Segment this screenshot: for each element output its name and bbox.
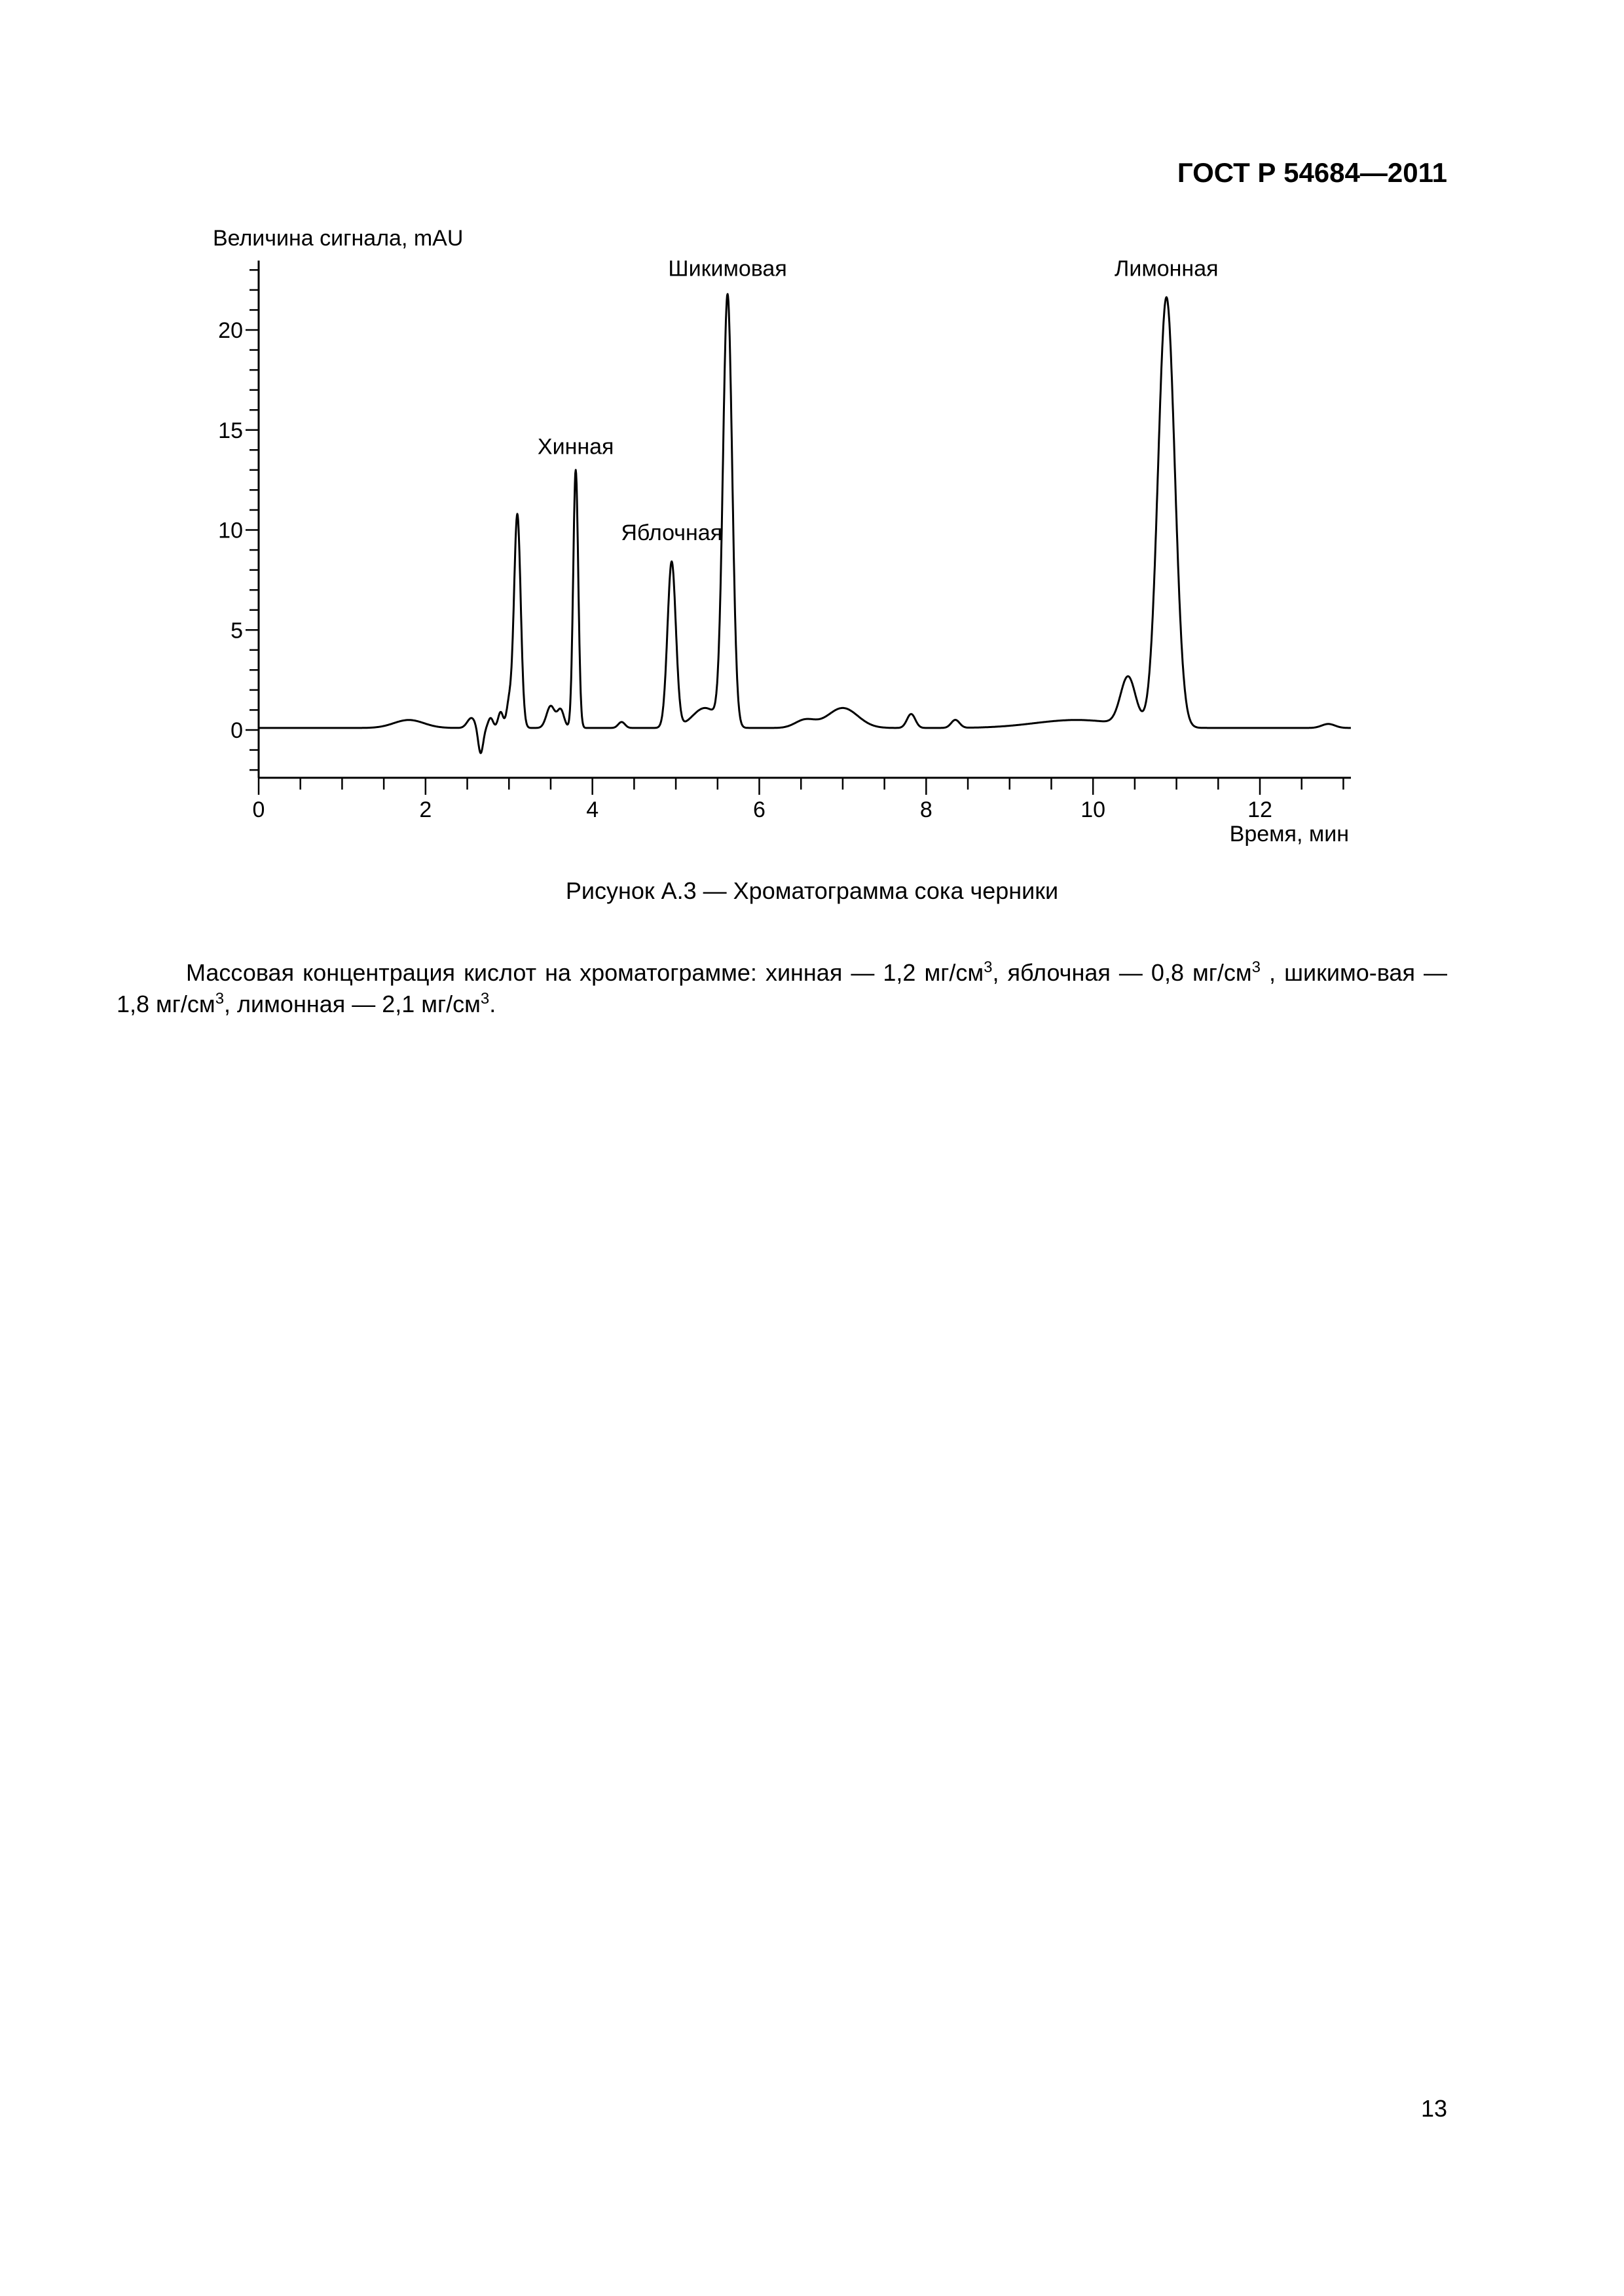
peak-label: Яблочная [621, 520, 722, 545]
standard-code: ГОСТ Р 54684—2011 [1177, 157, 1447, 188]
figure-caption: Рисунок А.3 — Хроматограмма сока черники [565, 877, 1059, 904]
peak-annotations: Хинная Яблочная Шикимовая Лимонная [538, 257, 1219, 545]
x-tick-label: 0 [253, 797, 265, 822]
peak-label: Шикимовая [668, 257, 786, 282]
para-text-4: , лимонная — 2,1 мг/см [224, 991, 481, 1017]
axis-ticks [246, 269, 1344, 795]
chromatogram-figure: Величина сигнала, mAU Время, мин 0 5 10 15 2… [170, 216, 1388, 871]
x-axis-label: Время, мин [1230, 822, 1349, 847]
para-text-2: , яблочная — 0,8 мг/см [992, 959, 1252, 986]
x-tick-label: 6 [753, 797, 766, 822]
chromatogram-trace [258, 293, 1352, 754]
chromatogram-chart: Величина сигнала, mAU Время, мин 0 5 10 15 2… [213, 226, 1352, 847]
para-text-1: Массовая концентрация кислот на хроматог… [186, 959, 984, 986]
chart-axes [257, 261, 1351, 779]
peak-label: Лимонная [1115, 257, 1218, 282]
body-paragraph: Массовая концентрация кислот на хроматог… [117, 957, 1447, 1020]
exponent: 3 [215, 990, 225, 1008]
x-tick-label: 8 [920, 797, 932, 822]
y-tick-label: 5 [231, 618, 243, 643]
x-tick-label: 10 [1080, 797, 1105, 822]
para-text-5: . [489, 991, 496, 1017]
axis-tick-labels: 0 5 10 15 20 0 2 4 6 8 10 12 [218, 318, 1272, 822]
y-tick-label: 15 [218, 418, 243, 443]
exponent: 3 [984, 958, 993, 976]
x-tick-label: 12 [1247, 797, 1272, 822]
page-number: 13 [1420, 2095, 1447, 2122]
para-text-3: , шикимо-вая — 1,8 мг/см [117, 959, 1447, 1017]
x-tick-label: 4 [586, 797, 599, 822]
y-tick-label: 20 [218, 318, 243, 343]
y-tick-label: 0 [231, 718, 243, 743]
y-tick-label: 10 [218, 519, 243, 543]
exponent: 3 [480, 990, 490, 1008]
x-tick-label: 2 [419, 797, 432, 822]
exponent: 3 [1251, 958, 1261, 976]
y-axis-label: Величина сигнала, mAU [213, 226, 463, 251]
peak-label: Хинная [538, 434, 614, 459]
